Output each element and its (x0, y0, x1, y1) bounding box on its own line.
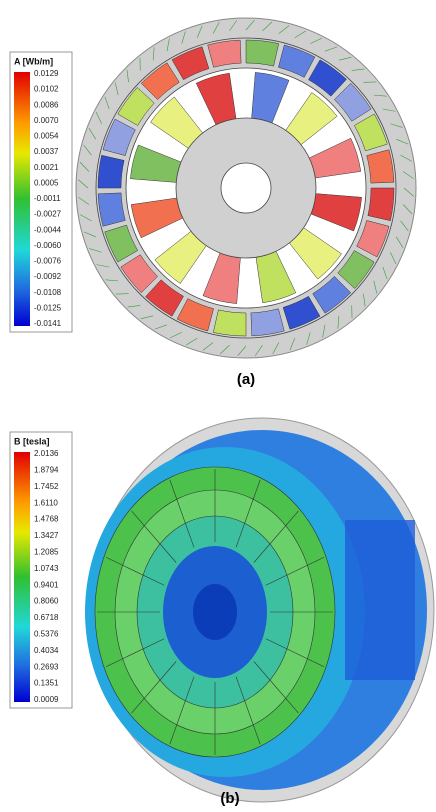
legend-b: B [tesla] 2.0136 1.8794 1.7452 1.6110 1.4768… (10, 432, 72, 708)
legend-label: -0.0141 (34, 319, 62, 328)
legend-label: -0.0011 (34, 194, 61, 203)
legend-label: 1.0743 (34, 564, 59, 573)
legend-label: 0.0129 (34, 69, 59, 78)
legend-label: 1.8794 (34, 466, 59, 475)
legend-label: -0.0027 (34, 210, 62, 219)
segment (98, 155, 124, 188)
legend-label: 0.1351 (34, 679, 59, 688)
legend-label: -0.0060 (34, 241, 62, 250)
caption: (a) (237, 371, 255, 388)
legend-label: 0.5376 (34, 630, 59, 639)
legend-label: 1.3427 (34, 531, 59, 540)
legend-title: A [Wb/m] (14, 56, 53, 66)
segment (367, 150, 394, 183)
legend-a: A [Wb/m] 0.0129 0.0102 0.0086 0.0070 0.0054 0… (10, 52, 72, 332)
legend-label: 0.6718 (34, 613, 59, 622)
segment (208, 40, 241, 67)
figure: A [Wb/m] 0.0129 0.0102 0.0086 0.0070 0.0054 0… (0, 0, 436, 812)
legend-label: -0.0108 (34, 288, 62, 297)
legend-label: 0.2693 (34, 662, 59, 671)
legend-label: -0.0092 (34, 272, 62, 281)
legend-label: 0.0037 (34, 147, 59, 156)
shaft (221, 163, 271, 213)
segment (246, 40, 279, 66)
legend-label: 0.0070 (34, 116, 59, 125)
motor-flux-plot (76, 18, 416, 358)
legend-label: 1.4768 (34, 515, 59, 524)
legend-label: -0.0076 (34, 257, 62, 266)
segment (213, 310, 246, 336)
legend-label: 2.0136 (34, 449, 59, 458)
legend-label: 1.2085 (34, 548, 59, 557)
legend-label: 0.0005 (34, 178, 59, 187)
segment (251, 309, 284, 336)
legend-label: 0.0021 (34, 163, 59, 172)
legend-label: 0.0102 (34, 85, 59, 94)
legend-label: 0.4034 (34, 646, 59, 655)
legend-label: 0.9401 (34, 580, 59, 589)
legend-label: -0.0044 (34, 225, 62, 234)
segment (98, 193, 125, 226)
segment (368, 188, 394, 221)
legend-label: 1.7452 (34, 482, 59, 491)
legend-label: 0.0054 (34, 132, 59, 141)
legend-title: B [tesla] (14, 436, 50, 446)
legend-label: 0.0086 (34, 100, 59, 109)
legend-label: -0.0125 (34, 303, 62, 312)
legend-label: 0.8060 (34, 597, 59, 606)
motor-flux-density-plot (85, 418, 434, 802)
legend-label: 1.6110 (34, 498, 58, 507)
legend-label: 0.0009 (34, 695, 59, 704)
caption: (b) (220, 790, 239, 807)
